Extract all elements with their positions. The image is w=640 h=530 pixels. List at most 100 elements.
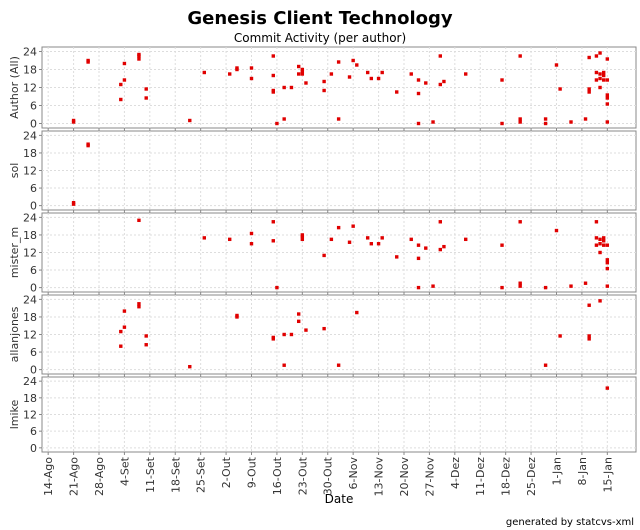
- y-tick-label: 24: [23, 375, 37, 388]
- x-tick-label: 15-Jan: [601, 457, 614, 493]
- y-tick-label: 6: [30, 425, 37, 438]
- y-axis-label: mister_m: [8, 227, 21, 278]
- point: [558, 334, 562, 338]
- point: [300, 72, 305, 76]
- x-tick-label: 18-Set: [169, 456, 182, 493]
- point: [300, 67, 305, 72]
- point: [322, 88, 326, 93]
- point: [202, 236, 206, 240]
- y-tick-label: 12: [23, 82, 37, 95]
- point: [336, 60, 341, 64]
- point: [380, 70, 384, 75]
- point: [376, 242, 381, 246]
- point: [569, 284, 573, 288]
- y-tick-label: 12: [23, 409, 37, 422]
- point: [518, 54, 522, 58]
- point: [424, 81, 428, 85]
- point: [409, 237, 413, 242]
- point: [416, 256, 421, 261]
- point: [518, 220, 522, 224]
- point: [605, 57, 610, 61]
- y-tick-label: 12: [23, 329, 37, 342]
- y-tick-label: 18: [23, 229, 37, 242]
- point: [558, 87, 562, 91]
- point: [355, 310, 359, 315]
- x-tick-label: 25-Set: [195, 456, 208, 493]
- point: [300, 233, 305, 237]
- point: [71, 202, 76, 206]
- point: [554, 228, 559, 233]
- y-axis-label: allanjones: [8, 306, 21, 362]
- footer: generated by statcvs-xml: [506, 517, 634, 528]
- x-tick-label: 27-Nov: [423, 457, 436, 497]
- point: [594, 78, 599, 82]
- point: [296, 319, 301, 324]
- point: [188, 118, 192, 123]
- point: [605, 102, 610, 106]
- point: [598, 237, 602, 242]
- point: [122, 78, 127, 82]
- point: [249, 242, 254, 246]
- point: [271, 88, 275, 93]
- point: [137, 57, 141, 61]
- point: [594, 54, 599, 58]
- y-tick-label: 24: [23, 129, 37, 142]
- y-tick-label: 18: [23, 392, 37, 405]
- point: [587, 87, 591, 91]
- point: [249, 231, 254, 236]
- point: [122, 309, 127, 313]
- point: [289, 85, 294, 90]
- point: [442, 79, 446, 84]
- point: [351, 58, 355, 63]
- point: [282, 85, 286, 90]
- x-tick-label: 21-Ago: [68, 457, 81, 496]
- x-tick-label: 4-Dez: [449, 457, 462, 489]
- y-axis-label: sol: [8, 163, 21, 179]
- x-tick-label: 2-Out: [220, 456, 233, 488]
- y-axis-label: Author (All): [8, 56, 21, 119]
- point: [594, 236, 599, 240]
- point: [518, 120, 522, 124]
- point: [282, 332, 286, 337]
- point: [500, 285, 504, 290]
- y-tick-label: 12: [23, 165, 37, 178]
- x-tick-label: 8-Jan: [576, 457, 589, 486]
- point: [605, 261, 610, 265]
- point: [598, 51, 602, 55]
- point: [369, 76, 374, 81]
- point: [605, 120, 610, 124]
- point: [598, 242, 602, 246]
- x-tick-label: 25-Dez: [525, 457, 538, 496]
- point: [275, 121, 279, 126]
- point: [594, 243, 599, 247]
- point: [271, 73, 275, 78]
- point: [228, 72, 232, 76]
- point: [329, 72, 334, 76]
- point: [304, 328, 308, 332]
- point: [376, 76, 381, 81]
- y-axis-label: lmike: [8, 399, 21, 429]
- x-tick-label: 9-Out: [245, 456, 258, 488]
- point: [351, 224, 355, 228]
- point: [601, 236, 606, 240]
- point: [587, 334, 591, 338]
- point: [355, 63, 359, 67]
- y-tick-label: 0: [30, 282, 37, 295]
- point: [369, 242, 374, 246]
- y-tick-label: 0: [30, 442, 37, 455]
- point: [296, 72, 301, 76]
- point: [271, 220, 275, 224]
- x-tick-label: 16-Out: [271, 456, 284, 495]
- y-tick-label: 18: [23, 147, 37, 160]
- point: [416, 78, 421, 82]
- y-tick-label: 24: [23, 211, 37, 224]
- point: [416, 285, 421, 290]
- point: [395, 255, 399, 259]
- point: [119, 329, 123, 334]
- y-tick-label: 6: [30, 264, 37, 277]
- point: [587, 337, 591, 341]
- point: [144, 334, 148, 338]
- point: [409, 72, 413, 76]
- point: [605, 258, 610, 262]
- point: [543, 117, 548, 121]
